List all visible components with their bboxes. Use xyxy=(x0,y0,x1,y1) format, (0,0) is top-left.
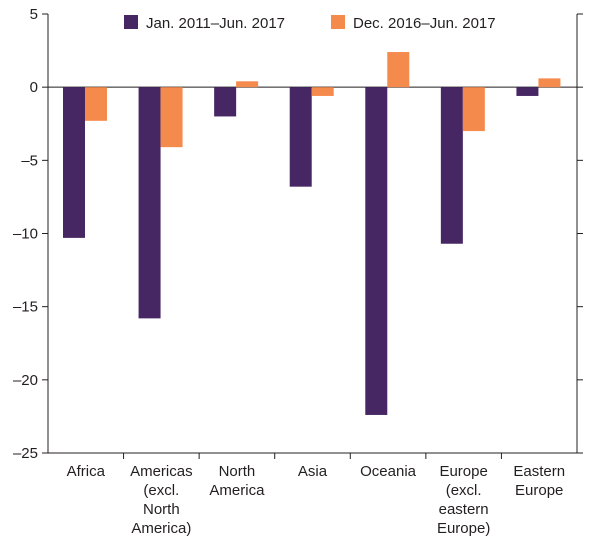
x-tick-label: North America xyxy=(209,463,265,499)
legend-swatch xyxy=(124,15,138,29)
y-tick-label: –5 xyxy=(21,152,38,169)
bar-series-2 xyxy=(236,81,259,88)
bar-series-1 xyxy=(516,87,539,96)
x-tick-label: Americas (excl. North America) xyxy=(130,463,193,537)
bar-series-2 xyxy=(160,87,183,148)
bar-series-2 xyxy=(85,87,107,121)
y-tick-label: –25 xyxy=(13,445,38,462)
x-tick-label: Europe (excl. eastern Europe) xyxy=(437,463,490,537)
y-tick-label: –10 xyxy=(13,226,38,243)
y-tick-label: –15 xyxy=(13,299,38,316)
y-tick-label: 0 xyxy=(30,79,38,96)
legend-label: Dec. 2016–Jun. 2017 xyxy=(353,15,496,32)
y-tick-label: 5 xyxy=(30,6,38,23)
bar-series-1 xyxy=(365,87,388,415)
bar-series-2 xyxy=(387,52,410,88)
legend: Jan. 2011–Jun. 2017 Dec. 2016–Jun. 2017 xyxy=(124,15,496,32)
bar-series-1 xyxy=(63,87,85,238)
bar-series-1 xyxy=(440,87,463,244)
legend-label: Jan. 2011–Jun. 2017 xyxy=(146,15,285,32)
legend-swatch xyxy=(331,15,345,29)
x-tick-label: Oceania xyxy=(360,463,417,480)
bar-series-1 xyxy=(138,87,161,319)
x-tick-label: Africa xyxy=(67,463,106,480)
bar-series-2 xyxy=(538,78,561,88)
x-tick-labels: Africa Americas (excl. North America) North Am… xyxy=(67,463,565,537)
bar-series-2 xyxy=(462,87,485,132)
axes: 5 0 –5 –10 –15 –20 –25 xyxy=(13,6,583,462)
x-tick-label: Asia xyxy=(298,463,328,480)
bars xyxy=(63,52,561,415)
x-tick-label: Eastern Europe xyxy=(513,463,565,499)
bar-series-1 xyxy=(289,87,312,187)
bar-series-1 xyxy=(214,87,237,117)
bar-series-2 xyxy=(311,87,334,96)
y-tick-label: –20 xyxy=(13,372,38,389)
